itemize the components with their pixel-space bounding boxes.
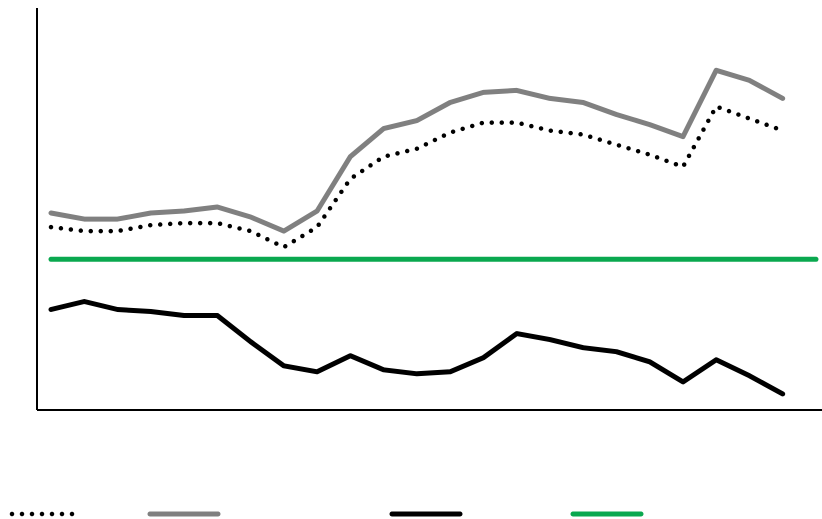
plot-lines bbox=[48, 67, 819, 397]
series-line-2 bbox=[48, 67, 786, 234]
axes bbox=[36, 8, 822, 411]
series-line-3 bbox=[48, 299, 786, 397]
series-line-1 bbox=[48, 104, 785, 250]
